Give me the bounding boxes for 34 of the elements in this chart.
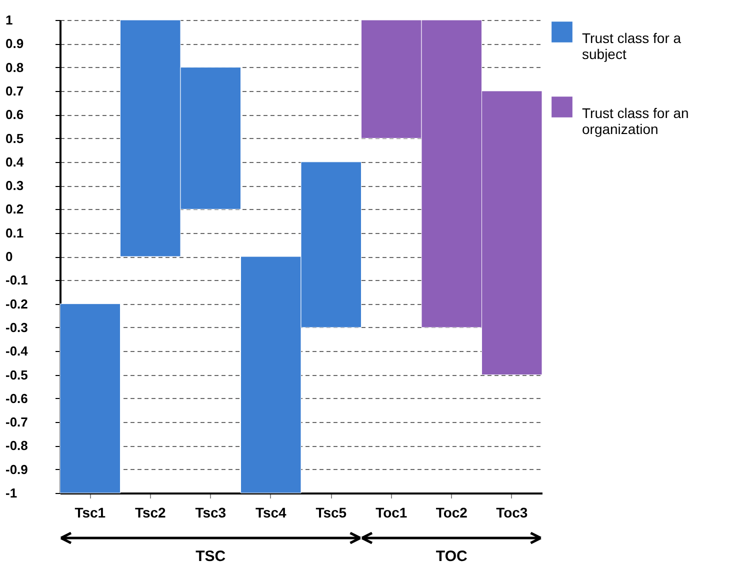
- text: TSC: [194, 548, 227, 565]
- text: TOC: [434, 548, 468, 565]
- x-tick-label: Tsc2: [134, 504, 166, 520]
- y-tick-label: 0.4: [6, 154, 24, 170]
- y-tick-label: 0.5: [6, 130, 24, 146]
- y-tick-label: -0.2: [6, 296, 28, 312]
- y-tick-label: 0.6: [6, 107, 24, 122]
- y-tick-label: -0.1: [6, 272, 28, 288]
- y-tick-label: 0.9: [6, 36, 24, 52]
- bar: [60, 304, 120, 494]
- legend-label: Trust class for an organization: [582, 105, 689, 137]
- y-tick-label: 1: [6, 12, 13, 28]
- x-tick-label: Toc2: [436, 504, 468, 520]
- y-tick-label: -1: [6, 486, 18, 500]
- x-tick-label: Tsc3: [195, 504, 226, 520]
- y-tick-label: -0.7: [6, 414, 28, 430]
- y-tick-label: 0.7: [6, 83, 24, 98]
- x-tick-label: Tsc5: [316, 504, 347, 520]
- y-tick-label: -0.9: [6, 462, 28, 477]
- y-tick-label: 0.2: [6, 202, 24, 217]
- y-tick-label: -0.8: [6, 438, 28, 454]
- y-tick-label: 0.8: [6, 60, 24, 75]
- y-tick-label: 0.3: [6, 178, 24, 194]
- y-tick-label: -0.3: [6, 320, 28, 335]
- x-tick-label: Toc3: [496, 504, 528, 520]
- y-tick-label: -0.5: [6, 367, 28, 382]
- y-tick-label: -0.4: [6, 344, 29, 359]
- legend-label: Trust class for a subject: [582, 30, 682, 62]
- x-tick-label: Tsc1: [74, 504, 106, 520]
- x-tick-label: Tsc4: [255, 504, 287, 520]
- y-tick-label: 0.1: [6, 225, 24, 240]
- y-tick-label: -0.6: [6, 390, 28, 406]
- y-tick-label: 0: [6, 249, 13, 264]
- x-tick-label: Toc1: [376, 504, 408, 520]
